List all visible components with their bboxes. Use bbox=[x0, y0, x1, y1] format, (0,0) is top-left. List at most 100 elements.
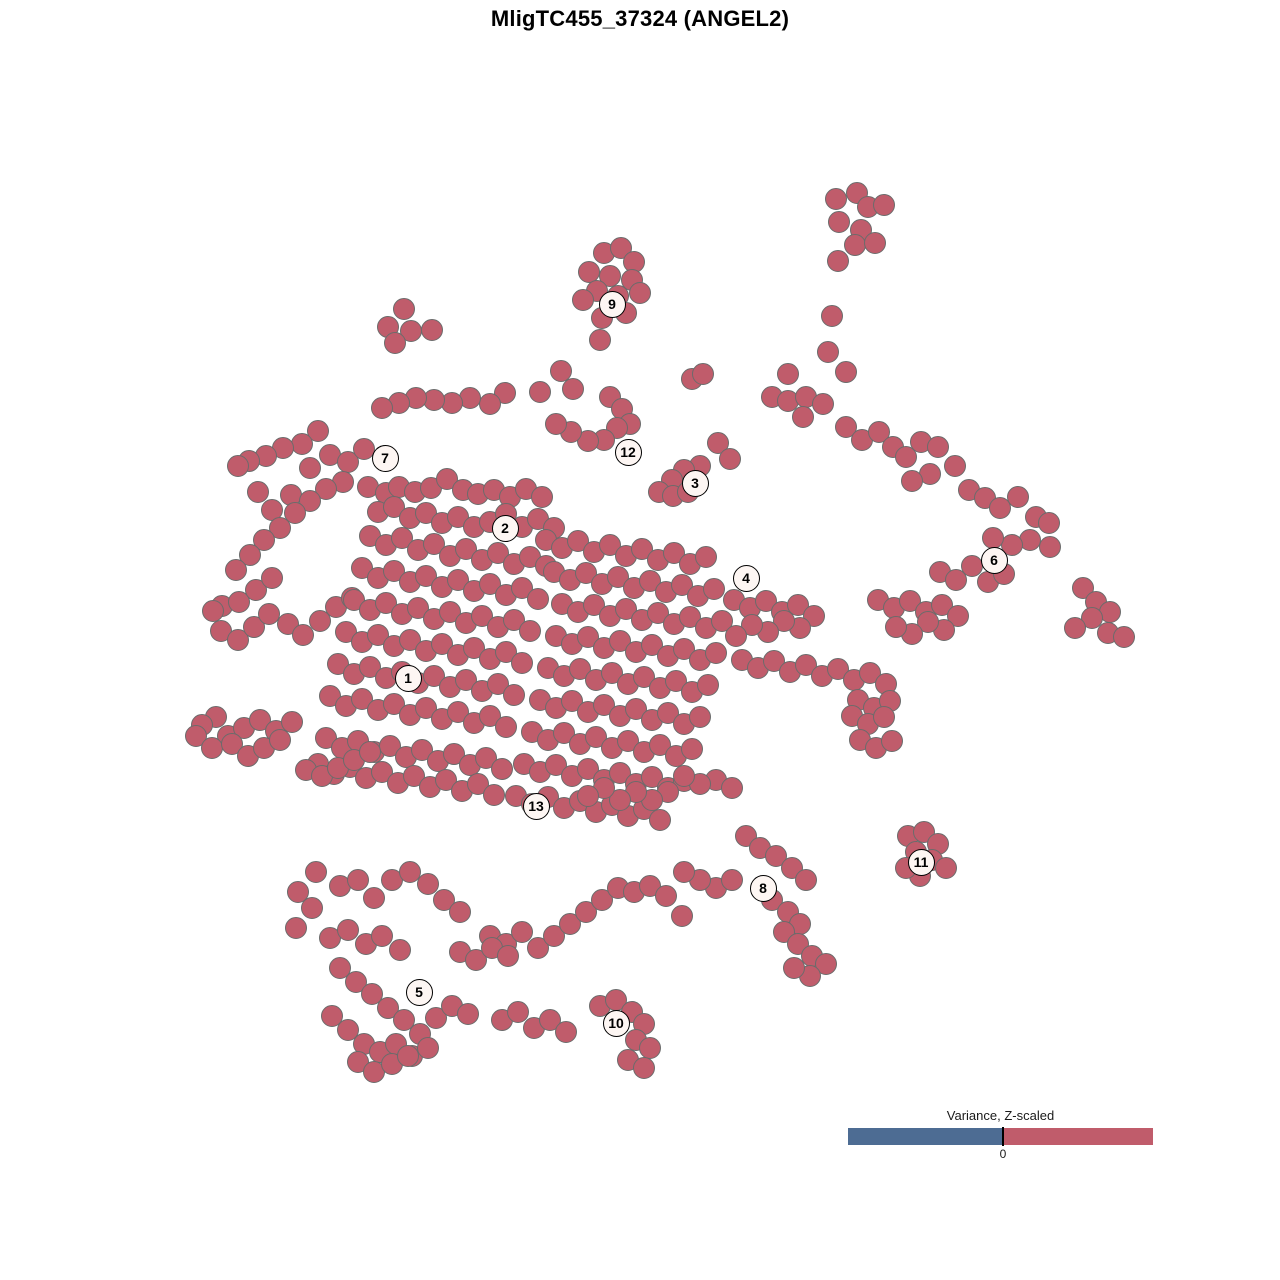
scatter-point[interactable] bbox=[494, 382, 516, 404]
scatter-point[interactable] bbox=[577, 430, 599, 452]
scatter-point[interactable] bbox=[844, 234, 866, 256]
cluster-label-7[interactable]: 7 bbox=[371, 444, 399, 472]
scatter-point[interactable] bbox=[575, 562, 597, 584]
scatter-point[interactable] bbox=[441, 392, 463, 414]
scatter-point[interactable] bbox=[961, 555, 983, 577]
scatter-point[interactable] bbox=[531, 486, 553, 508]
scatter-point[interactable] bbox=[725, 625, 747, 647]
scatter-point[interactable] bbox=[1039, 536, 1061, 558]
scatter-point[interactable] bbox=[253, 529, 275, 551]
scatter-point[interactable] bbox=[487, 673, 509, 695]
scatter-point[interactable] bbox=[692, 363, 714, 385]
scatter-point[interactable] bbox=[479, 393, 501, 415]
scatter-point[interactable] bbox=[593, 694, 615, 716]
scatter-point[interactable] bbox=[497, 945, 519, 967]
scatter-point[interactable] bbox=[615, 598, 637, 620]
scatter-point[interactable] bbox=[873, 194, 895, 216]
scatter-point[interactable] bbox=[245, 579, 267, 601]
scatter-point[interactable] bbox=[475, 747, 497, 769]
scatter-point[interactable] bbox=[707, 432, 729, 454]
scatter-point[interactable] bbox=[591, 889, 613, 911]
scatter-point[interactable] bbox=[399, 861, 421, 883]
scatter-point[interactable] bbox=[719, 448, 741, 470]
scatter-point[interactable] bbox=[577, 785, 599, 807]
scatter-point[interactable] bbox=[741, 614, 763, 636]
scatter-point[interactable] bbox=[795, 869, 817, 891]
scatter-point[interactable] bbox=[649, 809, 671, 831]
scatter-point[interactable] bbox=[337, 1019, 359, 1041]
scatter-point[interactable] bbox=[399, 629, 421, 651]
cluster-label-12[interactable]: 12 bbox=[614, 438, 642, 466]
scatter-point[interactable] bbox=[315, 727, 337, 749]
scatter-point[interactable] bbox=[529, 381, 551, 403]
scatter-point[interactable] bbox=[527, 937, 549, 959]
scatter-point[interactable] bbox=[467, 773, 489, 795]
scatter-point[interactable] bbox=[895, 446, 917, 468]
scatter-point[interactable] bbox=[721, 777, 743, 799]
scatter-point[interactable] bbox=[777, 363, 799, 385]
scatter-point[interactable] bbox=[927, 436, 949, 458]
cluster-label-3[interactable]: 3 bbox=[681, 469, 709, 497]
cluster-label-10[interactable]: 10 bbox=[602, 1009, 630, 1037]
scatter-point[interactable] bbox=[423, 533, 445, 555]
scatter-point[interactable] bbox=[821, 305, 843, 327]
cluster-label-9[interactable]: 9 bbox=[598, 290, 626, 318]
scatter-point[interactable] bbox=[351, 688, 373, 710]
scatter-point[interactable] bbox=[663, 542, 685, 564]
scatter-point[interactable] bbox=[545, 413, 567, 435]
scatter-point[interactable] bbox=[393, 1009, 415, 1031]
scatter-point[interactable] bbox=[589, 329, 611, 351]
cluster-label-6[interactable]: 6 bbox=[980, 546, 1008, 574]
scatter-point[interactable] bbox=[483, 784, 505, 806]
scatter-point[interactable] bbox=[777, 390, 799, 412]
cluster-label-2[interactable]: 2 bbox=[491, 514, 519, 542]
scatter-point[interactable] bbox=[665, 670, 687, 692]
scatter-point[interactable] bbox=[1038, 512, 1060, 534]
scatter-point[interactable] bbox=[989, 497, 1011, 519]
scatter-point[interactable] bbox=[944, 455, 966, 477]
scatter-point[interactable] bbox=[825, 188, 847, 210]
scatter-point[interactable] bbox=[609, 762, 631, 784]
scatter-point[interactable] bbox=[671, 574, 693, 596]
scatter-point[interactable] bbox=[367, 624, 389, 646]
scatter-point[interactable] bbox=[285, 917, 307, 939]
scatter-point[interactable] bbox=[247, 481, 269, 503]
scatter-point[interactable] bbox=[329, 957, 351, 979]
scatter-point[interactable] bbox=[457, 1003, 479, 1025]
scatter-point[interactable] bbox=[539, 1009, 561, 1031]
scatter-point[interactable] bbox=[305, 861, 327, 883]
scatter-point[interactable] bbox=[885, 616, 907, 638]
scatter-point[interactable] bbox=[465, 949, 487, 971]
scatter-point[interactable] bbox=[299, 490, 321, 512]
scatter-point[interactable] bbox=[343, 589, 365, 611]
scatter-point[interactable] bbox=[225, 559, 247, 581]
scatter-point[interactable] bbox=[673, 765, 695, 787]
scatter-point[interactable] bbox=[765, 845, 787, 867]
cluster-label-5[interactable]: 5 bbox=[405, 978, 433, 1006]
scatter-point[interactable] bbox=[269, 517, 291, 539]
scatter-point[interactable] bbox=[202, 600, 224, 622]
scatter-point[interactable] bbox=[629, 282, 651, 304]
scatter-point[interactable] bbox=[1064, 617, 1086, 639]
scatter-point[interactable] bbox=[423, 665, 445, 687]
scatter-point[interactable] bbox=[781, 857, 803, 879]
scatter-point[interactable] bbox=[835, 361, 857, 383]
scatter-point[interactable] bbox=[599, 534, 621, 556]
scatter-point[interactable] bbox=[859, 662, 881, 684]
scatter-point[interactable] bbox=[695, 546, 717, 568]
scatter-point[interactable] bbox=[787, 594, 809, 616]
scatter-point[interactable] bbox=[681, 738, 703, 760]
scatter-point[interactable] bbox=[309, 610, 331, 632]
scatter-point[interactable] bbox=[519, 620, 541, 642]
scatter-point[interactable] bbox=[377, 997, 399, 1019]
scatter-point[interactable] bbox=[228, 591, 250, 613]
scatter-point[interactable] bbox=[389, 939, 411, 961]
scatter-point[interactable] bbox=[931, 594, 953, 616]
scatter-point[interactable] bbox=[773, 921, 795, 943]
scatter-point[interactable] bbox=[291, 433, 313, 455]
scatter-point[interactable] bbox=[585, 726, 607, 748]
scatter-point[interactable] bbox=[511, 921, 533, 943]
scatter-point[interactable] bbox=[375, 592, 397, 614]
